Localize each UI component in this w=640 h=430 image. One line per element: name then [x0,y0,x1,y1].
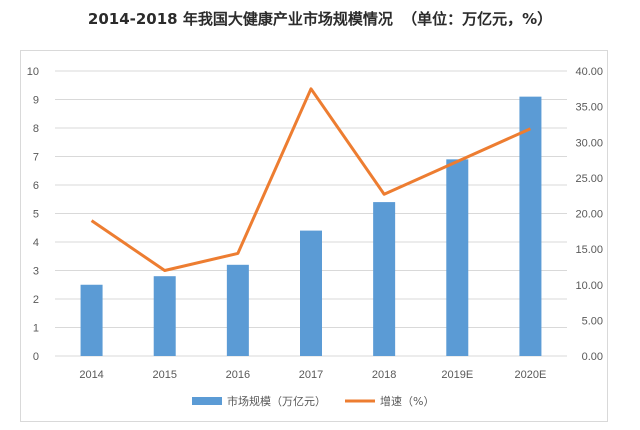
right-tick-label: 20.00 [575,209,603,221]
chart-title-main: 2014-2018 年我国大健康产业市场规模情况 [87,10,393,28]
right-tick-label: 40.00 [575,66,603,78]
x-tick-label: 2019E [441,369,473,381]
left-tick-label: 8 [33,123,39,135]
left-tick-label: 6 [33,180,39,192]
left-tick-label: 10 [27,66,39,78]
left-tick-label: 0 [33,351,39,363]
bar-2016 [226,264,249,356]
legend-bar-swatch [192,397,222,405]
growth-line-group [90,87,532,272]
left-tick-label: 4 [33,237,39,249]
right-tick-label: 30.00 [575,137,603,149]
bar-2014 [80,284,103,356]
left-tick-label: 5 [33,209,39,221]
bar-2017 [300,230,322,356]
x-tick-label: 2016 [226,369,250,381]
x-tick-label: 2020E [515,369,547,381]
left-tick-label: 3 [33,266,39,278]
bars [80,96,542,357]
bar-2019E [446,159,469,356]
x-tick-label: 2015 [152,369,176,381]
chart-title: 2014-2018 年我国大健康产业市场规模情况 （单位：万亿元，%） [0,8,640,29]
right-tick-label: 15.00 [575,244,603,256]
legend-bar-label: 市场规模（万亿元） [227,394,326,408]
chart-title-unit: （单位：万亿元，%） [402,10,553,28]
left-tick-label: 2 [33,294,39,306]
x-tick-label: 2017 [299,369,323,381]
left-tick-label: 1 [33,323,39,335]
bar-2018 [373,202,396,356]
growth-line [90,87,532,272]
legend: 市场规模（万亿元） 增速（%） [192,394,434,408]
x-tick-label: 2018 [372,369,396,381]
x-tick-label: 2014 [79,369,103,381]
left-axis: 0 1 2 3 4 5 6 7 8 9 10 [27,66,39,363]
right-tick-label: 5.00 [582,315,603,327]
right-tick-label: 25.00 [575,173,603,185]
right-axis: 0.00 5.00 10.00 15.00 20.00 25.00 30.00 35.00 40… [575,66,603,363]
bar-2015 [153,276,176,356]
left-tick-label: 9 [33,95,39,107]
right-tick-label: 0.00 [582,351,603,363]
right-tick-label: 10.00 [575,280,603,292]
x-axis: 2014 2015 2016 2017 2018 2019E 2020E [79,369,546,381]
bar-2020E [519,96,542,357]
right-tick-label: 35.00 [575,102,603,114]
chart-frame [20,50,608,422]
left-tick-label: 7 [33,152,39,164]
legend-line-label: 增速（%） [380,394,434,408]
